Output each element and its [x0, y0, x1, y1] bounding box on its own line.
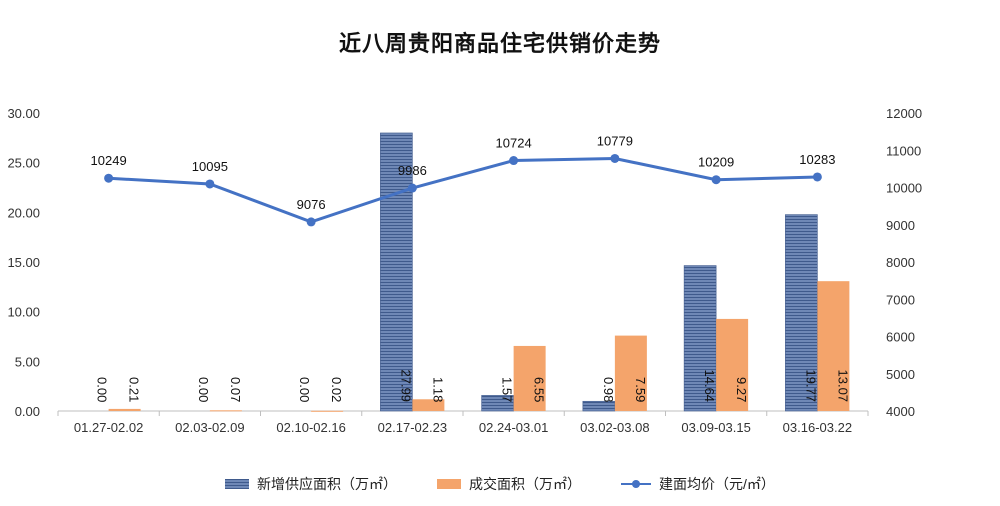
x-tick-label: 02.03-02.09 — [175, 420, 244, 435]
legend-item-deal: 成交面积（万㎡） — [437, 474, 581, 494]
chart-title: 近八周贵阳商品住宅供销价走势 — [338, 31, 661, 56]
y-right-tick-label: 7000 — [886, 292, 915, 307]
bar-deal — [209, 410, 242, 412]
price-line — [108, 156, 818, 224]
bar-supply — [582, 400, 616, 412]
bar-deal — [513, 345, 546, 411]
y-left-tick-label: 15.00 — [7, 255, 40, 270]
data-label-supply: 19.77 — [803, 370, 818, 403]
y-right-tick-label: 12000 — [886, 106, 922, 121]
y-left-tick-label: 0.00 — [15, 404, 40, 419]
data-label-supply: 27.99 — [398, 370, 413, 403]
price-point — [509, 156, 519, 166]
bar-deal — [311, 410, 344, 412]
legend-swatch-supply — [225, 479, 250, 489]
legend-label-supply: 新增供应面积（万㎡） — [257, 476, 398, 492]
data-label-deal: 9.27 — [734, 377, 749, 402]
data-label-price: 9076 — [297, 197, 326, 212]
y-right-tick-label: 6000 — [886, 330, 915, 345]
x-tick-label: 03.02-03.08 — [580, 420, 649, 435]
y-left-tick-label: 20.00 — [7, 205, 40, 220]
y-left-tick-label: 30.00 — [7, 106, 40, 121]
legend-item-price: 建面均价（元/㎡） — [621, 474, 775, 494]
data-label-deal: 1.18 — [430, 377, 445, 402]
data-label-deal: 0.07 — [228, 377, 243, 402]
data-label-price: 10283 — [799, 152, 835, 167]
y-left-tick-label: 5.00 — [15, 354, 40, 369]
data-label-deal: 13.07 — [835, 370, 850, 403]
bar-deal — [108, 408, 141, 411]
data-label-price: 10249 — [91, 153, 127, 168]
y-right-tick-label: 8000 — [886, 255, 915, 270]
data-label-supply: 14.64 — [702, 370, 717, 403]
y-right-tick-label: 9000 — [886, 218, 915, 233]
data-label-deal: 0.21 — [127, 377, 142, 402]
data-label-supply: 1.57 — [500, 377, 515, 402]
data-label-deal: 0.02 — [329, 377, 344, 402]
legend-swatch-deal — [437, 479, 462, 489]
bar-supply — [785, 214, 818, 412]
legend-item-supply: 新增供应面积（万㎡） — [225, 474, 397, 494]
y-right-tick-label: 4000 — [886, 404, 915, 419]
data-label-supply: 0.98 — [601, 377, 616, 402]
price-point — [407, 183, 417, 193]
data-label-supply: 0.00 — [196, 377, 211, 402]
x-tick-label: 02.10-02.16 — [276, 420, 345, 435]
bar-supply — [380, 132, 413, 412]
data-label-price: 10724 — [496, 136, 532, 151]
price-point — [610, 153, 620, 163]
legend-label-deal: 成交面积（万㎡） — [469, 476, 582, 492]
bar-deal — [412, 399, 445, 411]
data-label-deal: 7.59 — [633, 377, 648, 402]
price-point — [306, 217, 316, 227]
x-tick-label: 02.24-03.01 — [479, 420, 548, 435]
y-left-tick-label: 25.00 — [7, 156, 40, 171]
price-point — [812, 172, 822, 182]
legend: 新增供应面积（万㎡） 成交面积（万㎡） 建面均价（元/㎡） — [0, 474, 1000, 494]
price-point — [711, 175, 721, 185]
y-right-tick-label: 5000 — [886, 367, 915, 382]
price-point — [104, 173, 114, 183]
bar-deal — [716, 318, 749, 411]
y-right-tick-label: 11000 — [886, 143, 921, 158]
data-label-supply: 0.00 — [297, 377, 312, 402]
legend-swatch-price — [621, 479, 652, 489]
data-label-deal: 6.55 — [532, 377, 547, 402]
data-label-price: 10095 — [192, 159, 228, 174]
bar-supply — [683, 265, 717, 412]
data-label-price: 10779 — [597, 133, 633, 148]
x-tick-label: 03.09-03.15 — [681, 420, 750, 435]
data-label-price: 10209 — [698, 155, 734, 170]
bar-deal — [614, 335, 647, 411]
y-right-tick-label: 10000 — [886, 181, 922, 196]
x-tick-label: 01.27-02.02 — [74, 420, 143, 435]
data-label-price: 9986 — [398, 163, 427, 178]
x-tick-label: 03.16-03.22 — [783, 420, 852, 435]
y-left-tick-label: 10.00 — [7, 305, 40, 320]
data-label-supply: 0.00 — [95, 377, 110, 402]
bar-deal — [817, 281, 850, 411]
x-tick-label: 02.17-02.23 — [378, 420, 447, 435]
price-point — [205, 179, 215, 189]
legend-label-price: 建面均价（元/㎡） — [659, 476, 775, 492]
